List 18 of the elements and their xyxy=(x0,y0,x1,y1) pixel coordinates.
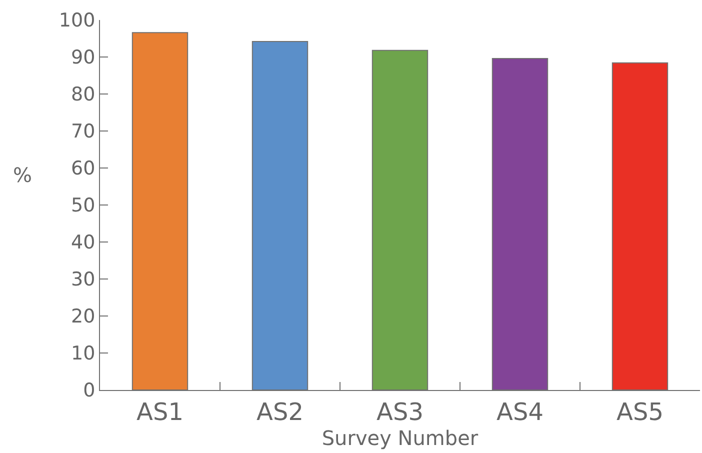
x-tick-label: AS5 xyxy=(616,398,664,426)
y-tick-label: 30 xyxy=(71,268,96,291)
x-tick-label: AS1 xyxy=(136,398,184,426)
y-tick-label: 60 xyxy=(71,158,96,180)
y-tick-label: 70 xyxy=(71,120,96,143)
x-tick-label: AS3 xyxy=(376,398,424,426)
y-tick-label: 80 xyxy=(71,84,96,106)
y-tick-label: 100 xyxy=(58,10,96,32)
x-axis-title: Survey Number xyxy=(322,426,479,450)
y-tick-label: 10 xyxy=(71,342,96,365)
y-tick-label: 40 xyxy=(71,232,96,254)
x-tick-label: AS4 xyxy=(496,398,544,426)
y-tick-label: 20 xyxy=(71,306,96,328)
y-axis-title: % xyxy=(13,163,32,187)
y-tick-label: 50 xyxy=(71,194,96,217)
y-tick-label: 0 xyxy=(83,380,96,402)
x-tick-label: AS2 xyxy=(256,398,304,426)
y-tick-label: 90 xyxy=(71,46,96,69)
